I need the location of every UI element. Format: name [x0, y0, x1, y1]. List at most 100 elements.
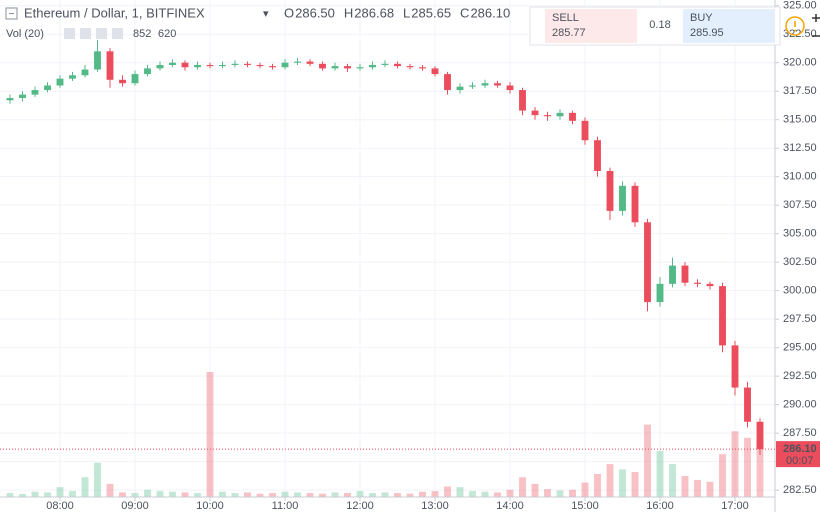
collapse-icon[interactable]: [5, 7, 18, 20]
candle-body: [456, 86, 464, 91]
candle-body: [581, 120, 589, 141]
volume-bar: [106, 483, 114, 497]
vol-button[interactable]: [112, 28, 123, 39]
candle-body: [19, 94, 26, 99]
candles: [6, 39, 764, 455]
volume-bar: [744, 437, 751, 497]
sell-label: SELL: [552, 12, 579, 24]
last-price-box: [776, 441, 820, 468]
alert-icon[interactable]: [785, 16, 805, 36]
candle-body: [119, 79, 126, 84]
volume-buttons: [64, 28, 123, 39]
buy-button[interactable]: [683, 9, 775, 43]
volume-bar: [144, 489, 151, 497]
volume-bar: [6, 493, 14, 497]
candle-body: [69, 75, 76, 79]
y-tick-label: 325.00: [783, 0, 817, 12]
candle-body: [6, 98, 14, 101]
candle-body: [394, 63, 401, 67]
candle-body: [444, 74, 451, 91]
ohlc-legend: O 286.50 H 286.68 L 285.65 C 286.10: [284, 5, 510, 20]
volume-bar: [244, 492, 251, 497]
candle-body: [469, 85, 476, 87]
candle-body: [669, 265, 676, 284]
grid: [0, 0, 775, 497]
ohlc-key: C: [460, 5, 469, 20]
volume-bar: [294, 492, 301, 497]
y-tick-label: 305.00: [783, 228, 817, 240]
volume-value: 852: [133, 28, 151, 40]
countdown-label: 00:07: [786, 455, 814, 467]
volume-bar: [219, 491, 226, 497]
candle-body: [644, 222, 651, 303]
candle-body: [219, 64, 226, 67]
trade-widget: SELL 285.77 0.18 BUY 285.95: [529, 6, 820, 46]
vol-button[interactable]: [64, 28, 75, 39]
vol-button[interactable]: [80, 28, 91, 39]
volume-bar: [69, 491, 76, 497]
volume-bar: [281, 491, 289, 497]
candle-body: [519, 90, 526, 111]
x-tick-label: 14:00: [496, 500, 524, 512]
volume-bar: [394, 493, 401, 497]
candle-body: [544, 115, 551, 117]
ohlc-key: L: [403, 5, 410, 20]
y-tick-label: 295.00: [783, 342, 817, 354]
volume-bar: [381, 492, 389, 497]
symbol-title: Ethereum / Dollar, 1, BITFINEX: [24, 5, 205, 20]
y-tick-label: 287.50: [783, 427, 817, 439]
volume-bar: [581, 482, 589, 497]
candle-body: [356, 67, 364, 69]
candle-body: [606, 170, 614, 211]
volume-bar: [206, 372, 214, 497]
ohlc-value: 285.65: [411, 5, 451, 20]
candle-body: [331, 66, 339, 69]
x-tick-label: 16:00: [646, 500, 674, 512]
volume-bar: [619, 469, 626, 497]
x-tick-label: 08:00: [46, 500, 74, 512]
vol-button[interactable]: [96, 28, 107, 39]
candle-body: [744, 387, 751, 422]
volume-bar: [706, 481, 714, 497]
volume-bar: [119, 492, 126, 497]
candle-body: [756, 421, 764, 450]
volume-bar: [44, 492, 51, 497]
candle-body: [319, 63, 326, 69]
y-tick-label: 312.50: [783, 142, 817, 154]
ohlc-value: 286.10: [470, 5, 510, 20]
volume-bar: [56, 487, 64, 497]
volume-bar: [319, 493, 326, 497]
candle-body: [281, 62, 289, 68]
candle-body: [369, 64, 376, 68]
y-tick-label: 290.00: [783, 399, 817, 411]
ohlc-key: H: [344, 5, 353, 20]
symbol-dropdown[interactable]: ▾: [263, 8, 269, 20]
volume-bar: [756, 440, 764, 497]
volume-bar: [444, 486, 451, 497]
volume-bar: [256, 493, 264, 497]
candle-body: [306, 61, 314, 64]
candle-body: [381, 63, 389, 65]
buy-label: BUY: [690, 12, 713, 24]
candle-body: [556, 112, 564, 117]
volume-bar: [406, 493, 414, 497]
alert-icon-dot: [794, 29, 796, 32]
candle-body: [419, 67, 426, 69]
volume-bar: [694, 479, 701, 497]
volume-bar: [531, 483, 539, 497]
candle-body: [481, 83, 489, 86]
y-tick-label: 300.00: [783, 285, 817, 297]
candle-body: [731, 345, 739, 388]
candle-body: [631, 185, 639, 223]
volume-bar: [506, 489, 514, 497]
candle-body: [56, 78, 64, 86]
volume-bar: [644, 424, 651, 497]
y-tick-label: 297.50: [783, 313, 817, 325]
volume-bar: [94, 462, 101, 497]
volume-bar: [594, 473, 601, 497]
volume-bar: [469, 491, 476, 497]
sell-button[interactable]: [545, 9, 637, 43]
volume-bar: [456, 487, 464, 497]
volume-bar: [81, 477, 89, 497]
volume-bar: [719, 454, 726, 497]
